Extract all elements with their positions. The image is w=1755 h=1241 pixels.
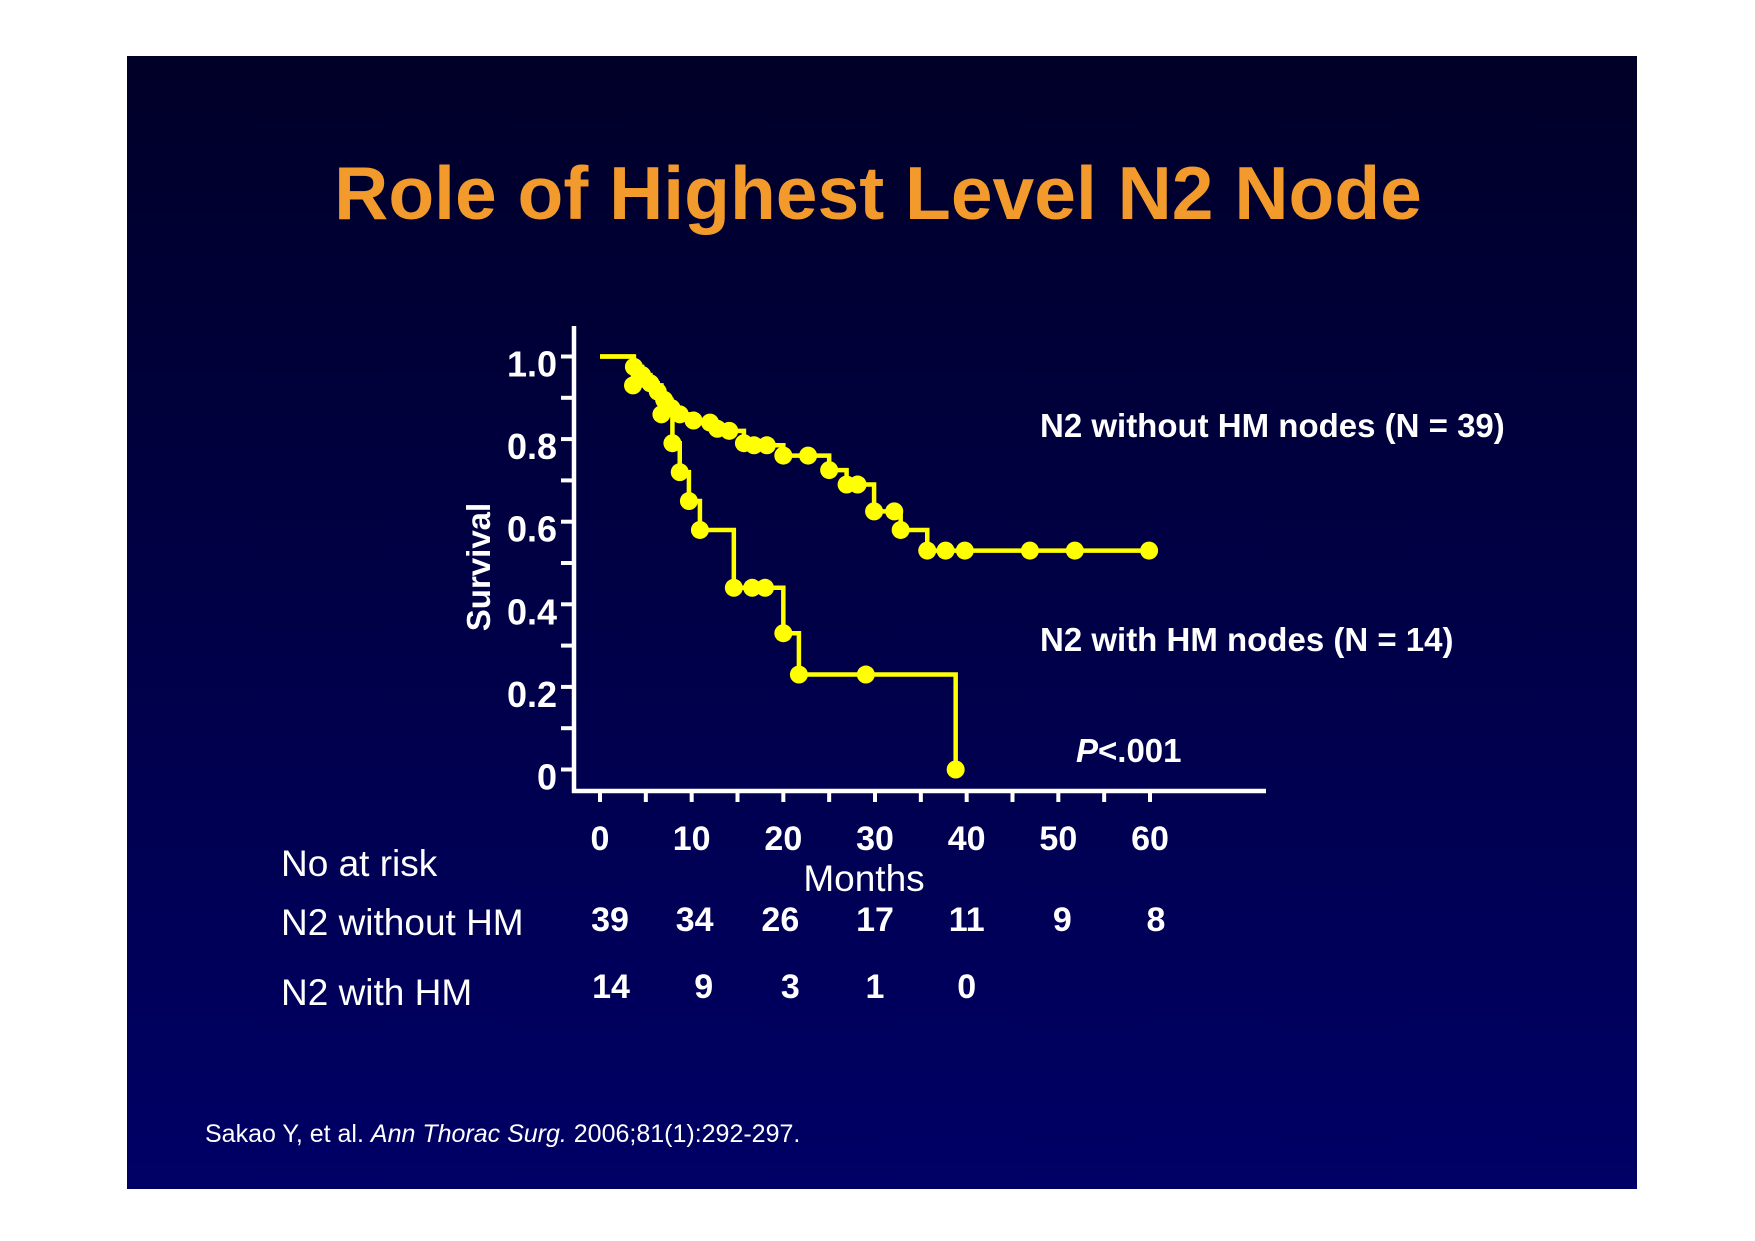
- risk-count-without-hm: 8: [1147, 901, 1166, 939]
- risk-count-without-hm: 34: [676, 901, 714, 939]
- y-tick-label: 0.2: [507, 674, 557, 715]
- risk-count-without-hm: 17: [856, 901, 894, 939]
- risk-count-with-hm: 3: [781, 968, 800, 1006]
- citation-details: 2006;81(1):292-297.: [574, 1120, 801, 1148]
- x-tick-label: 0: [591, 820, 610, 858]
- citation: Sakao Y, et al. Ann Thorac Surg. 2006;81…: [205, 1120, 800, 1148]
- data-point-without-hm: [918, 541, 937, 560]
- data-point-without-hm: [684, 411, 703, 430]
- survival-curves: [600, 354, 1159, 779]
- survival-curve-without-hm: [600, 354, 1150, 553]
- citation-journal: Ann Thorac Surg.: [369, 1120, 567, 1148]
- risk-count-without-hm: 39: [591, 901, 629, 939]
- x-tick-label: 50: [1039, 820, 1077, 858]
- x-axis-title: Months: [803, 858, 924, 899]
- risk-count-without-hm: 26: [761, 901, 799, 939]
- data-point-without-hm: [955, 541, 974, 560]
- data-point-with-hm: [724, 578, 743, 597]
- p-value-annotation: P<.001: [1076, 732, 1182, 769]
- y-tick-label: 0.8: [507, 426, 557, 467]
- x-tick-label: 30: [856, 820, 894, 858]
- risk-count-with-hm: 0: [957, 968, 976, 1006]
- data-point-with-hm: [624, 376, 642, 395]
- data-point-without-hm: [670, 405, 689, 424]
- risk-count-with-hm: 14: [592, 968, 630, 1006]
- survival-curve-with-hm: [600, 354, 958, 770]
- data-point-with-hm: [663, 434, 682, 453]
- p-value-symbol: P: [1076, 732, 1099, 769]
- data-point-with-hm: [743, 578, 762, 597]
- y-axis-ticks: 1.0 0.8 0.6 0.4 0.2 0: [507, 344, 574, 798]
- p-value-text: <.001: [1098, 732, 1182, 769]
- data-point-without-hm: [745, 436, 763, 455]
- data-point-with-hm: [774, 624, 793, 643]
- data-point-without-hm: [1020, 541, 1039, 560]
- data-point-without-hm: [720, 421, 739, 440]
- y-axis-title: Survival: [460, 503, 497, 631]
- x-tick-label: 20: [764, 820, 802, 858]
- x-tick-label: 10: [673, 820, 711, 858]
- x-axis-ticks: 0 10 20 30 40 50 60: [591, 791, 1169, 858]
- x-tick-label: 60: [1131, 820, 1169, 858]
- data-point-with-hm: [856, 665, 875, 684]
- y-tick-label: 0: [537, 757, 557, 798]
- x-tick-label: 40: [948, 820, 986, 858]
- data-point-without-hm: [799, 446, 818, 465]
- series-label-without-hm: N2 without HM nodes (N = 39): [1040, 407, 1505, 444]
- data-point-without-hm: [820, 461, 839, 480]
- y-axis-title-group: Survival: [460, 503, 497, 631]
- data-point-with-hm: [946, 760, 965, 779]
- y-tick-label: 1.0: [507, 344, 557, 385]
- risk-count-with-hm: 1: [866, 968, 885, 1006]
- slide-title: Role of Highest Level N2 Node: [334, 151, 1422, 235]
- risk-table-header: No at risk: [281, 843, 438, 884]
- y-tick-label: 0.6: [507, 509, 557, 550]
- data-point-with-hm: [690, 520, 709, 539]
- data-point-without-hm: [1140, 541, 1159, 560]
- data-point-with-hm: [756, 578, 774, 597]
- data-point-without-hm: [757, 436, 776, 455]
- data-point-with-hm: [652, 405, 671, 424]
- data-point-with-hm: [679, 492, 698, 511]
- data-point-without-hm: [774, 446, 793, 465]
- data-point-without-hm: [848, 475, 867, 494]
- risk-table: No at risk N2 without HM N2 with HM 39 34…: [281, 843, 1165, 1013]
- data-point-without-hm: [865, 502, 884, 521]
- risk-count-without-hm: 9: [1053, 901, 1072, 939]
- risk-row-label-without-hm: N2 without HM: [281, 902, 524, 943]
- data-point-without-hm: [891, 520, 910, 539]
- data-point-without-hm: [936, 541, 955, 560]
- citation-authors: Sakao Y, et al.: [205, 1120, 364, 1148]
- risk-table-values: 39 34 26 17 11 9 8 14 9 3 1 0: [591, 901, 1165, 1006]
- slide-background: [127, 56, 1637, 1189]
- risk-count-with-hm: 9: [694, 968, 713, 1006]
- series-label-with-hm: N2 with HM nodes (N = 14): [1040, 621, 1453, 658]
- survival-chart: 1.00.80.60.40.20 0 10 20 30 40 50 60 Survival …: [460, 326, 1505, 899]
- y-tick-label: 0.4: [507, 591, 557, 632]
- risk-row-label-with-hm: N2 with HM: [281, 972, 472, 1013]
- risk-count-without-hm: 11: [949, 901, 985, 939]
- data-point-with-hm: [670, 463, 689, 482]
- data-point-without-hm: [1065, 541, 1084, 560]
- data-point-with-hm: [789, 665, 808, 684]
- data-point-without-hm: [885, 502, 904, 521]
